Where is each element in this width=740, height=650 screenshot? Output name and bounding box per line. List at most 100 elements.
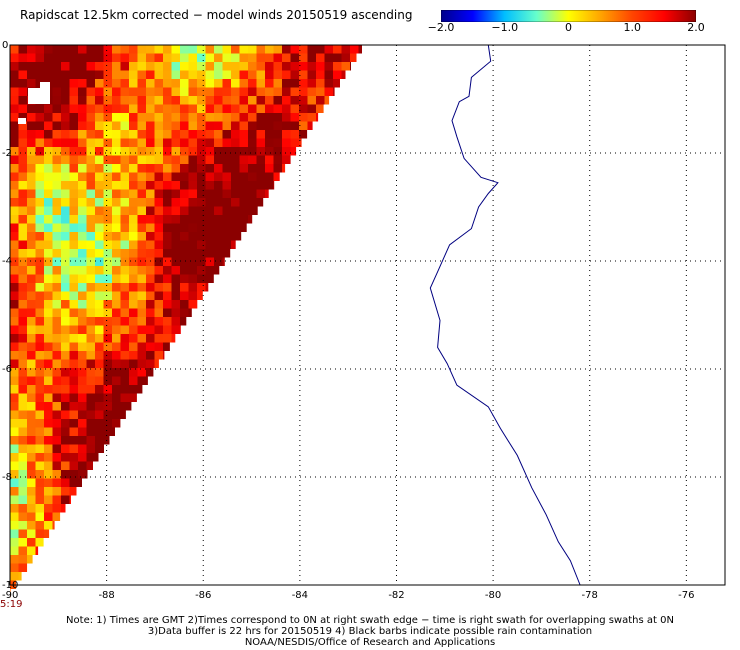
wind-cell: [18, 96, 27, 105]
wind-cell: [18, 453, 27, 462]
wind-cell: [205, 147, 214, 156]
wind-cell: [27, 206, 36, 215]
wind-cell: [214, 87, 223, 96]
wind-cell: [10, 563, 19, 572]
wind-cell: [69, 257, 78, 266]
wind-cell: [61, 113, 70, 122]
wind-cell: [95, 223, 104, 232]
wind-cell: [163, 96, 172, 105]
wind-cell: [35, 402, 44, 411]
wind-cell: [35, 419, 44, 428]
wind-cell: [78, 96, 87, 105]
wind-cell: [112, 308, 121, 317]
wind-cell: [35, 291, 44, 300]
wind-cell: [27, 427, 36, 436]
wind-cell: [18, 138, 27, 147]
wind-cell: [154, 155, 163, 164]
wind-cell: [180, 113, 189, 122]
wind-cell: [52, 359, 61, 368]
wind-cell: [197, 249, 206, 258]
wind-cell: [120, 121, 129, 130]
wind-cell: [171, 274, 180, 283]
wind-cell: [103, 308, 112, 317]
wind-cell: [222, 240, 231, 249]
wind-cell: [69, 62, 78, 71]
wind-cell: [18, 189, 27, 198]
wind-cell: [10, 181, 19, 190]
wind-cell: [18, 291, 27, 300]
wind-cell: [290, 147, 297, 156]
wind-cell: [103, 79, 112, 88]
wind-cell: [103, 274, 112, 283]
wind-cell: [197, 87, 206, 96]
wind-cell: [27, 368, 36, 377]
wind-cell: [137, 215, 146, 224]
wind-cell: [163, 79, 172, 88]
wind-cell: [112, 240, 121, 249]
wind-cell: [214, 70, 223, 79]
wind-cell: [10, 461, 19, 470]
wind-cell: [180, 274, 189, 283]
wind-cell: [222, 45, 231, 54]
wind-cell: [69, 155, 78, 164]
wind-cell: [299, 138, 302, 147]
wind-cell: [52, 419, 61, 428]
wind-cell: [78, 249, 87, 258]
wind-cell: [282, 130, 291, 139]
wind-cell: [231, 62, 240, 71]
wind-cell: [120, 70, 129, 79]
wind-cell: [154, 274, 163, 283]
wind-cell: [265, 172, 274, 181]
wind-cell: [205, 104, 214, 113]
wind-cell: [316, 96, 325, 105]
wind-cell: [265, 181, 274, 190]
wind-cell: [78, 274, 87, 283]
wind-cell: [27, 155, 36, 164]
wind-cell: [27, 266, 36, 275]
wind-cell: [129, 308, 138, 317]
wind-cell: [78, 62, 87, 71]
wind-cell: [18, 266, 27, 275]
wind-cell: [256, 198, 264, 207]
wind-cell: [137, 130, 146, 139]
wind-cell: [35, 308, 44, 317]
wind-cell: [205, 181, 214, 190]
wind-cell: [188, 198, 197, 207]
wind-cell: [137, 351, 146, 360]
wind-cell: [10, 223, 19, 232]
wind-cell: [239, 130, 248, 139]
wind-cell: [120, 283, 129, 292]
wind-cell: [95, 189, 104, 198]
wind-cell: [44, 138, 53, 147]
wind-cell: [35, 470, 44, 479]
wind-cell: [35, 478, 44, 487]
wind-cell: [18, 572, 22, 581]
wind-cell: [78, 402, 87, 411]
note-line-2: 3)Data buffer is 22 hrs for 20150519 4) …: [147, 626, 593, 637]
wind-cell: [18, 215, 27, 224]
wind-cell: [69, 359, 78, 368]
wind-cell: [146, 368, 154, 377]
wind-cell: [103, 104, 112, 113]
wind-cell: [69, 436, 78, 445]
wind-cell: [69, 130, 78, 139]
wind-cell: [10, 402, 19, 411]
wind-cell: [78, 206, 87, 215]
wind-cell: [205, 138, 214, 147]
wind-cell: [61, 402, 70, 411]
wind-cell: [222, 70, 231, 79]
wind-cell: [129, 368, 138, 377]
wind-cell: [120, 376, 129, 385]
wind-cell: [18, 87, 27, 96]
wind-cell: [18, 181, 27, 190]
wind-cell: [112, 410, 121, 419]
wind-cell: [222, 87, 231, 96]
wind-cell: [112, 249, 121, 258]
wind-cell: [273, 96, 282, 105]
wind-cell: [180, 70, 189, 79]
wind-cell: [316, 53, 325, 62]
wind-cell: [137, 70, 146, 79]
wind-cell: [163, 334, 172, 343]
wind-cell: [248, 113, 257, 122]
wind-cell: [44, 504, 53, 513]
